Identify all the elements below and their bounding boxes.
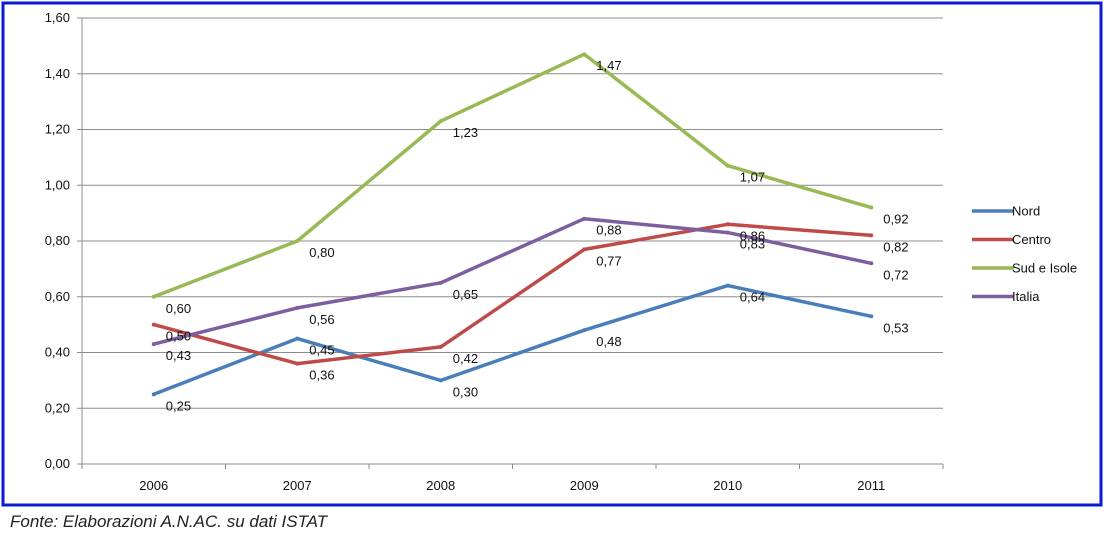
y-tick-label: 0,60 xyxy=(45,289,70,304)
data-label: 0,65 xyxy=(453,287,478,302)
data-point xyxy=(582,52,587,57)
series-line-nord xyxy=(153,283,872,396)
data-point xyxy=(295,239,300,243)
x-tick-label: 2007 xyxy=(283,478,312,493)
data-label: 1,23 xyxy=(453,125,478,140)
data-label: 0,25 xyxy=(166,398,191,413)
y-tick-label: 0,40 xyxy=(45,345,70,360)
data-label: 0,92 xyxy=(883,212,908,227)
source-note: Fonte: Elaborazioni A.N.AC. su dati ISTA… xyxy=(10,512,328,531)
data-label: 0,56 xyxy=(309,312,334,327)
legend: Nord Centro Sud e Isole Italia xyxy=(972,204,1077,304)
legend-label: Centro xyxy=(1012,232,1051,247)
y-tick-label: 1,60 xyxy=(45,10,70,25)
legend-label: Italia xyxy=(1012,289,1040,304)
data-point xyxy=(582,328,587,333)
y-tick-label: 1,40 xyxy=(45,66,70,81)
x-tick-label: 2008 xyxy=(426,478,455,493)
legend-label: Nord xyxy=(1012,204,1040,219)
data-label: 0,72 xyxy=(883,267,908,282)
data-label: 0,53 xyxy=(883,320,908,335)
grid-lines xyxy=(82,17,943,409)
data-label: 0,30 xyxy=(453,384,478,399)
data-label: 0,82 xyxy=(883,239,908,254)
data-point xyxy=(582,216,587,221)
data-point xyxy=(725,222,730,227)
data-label: 0,83 xyxy=(740,237,765,252)
data-point xyxy=(869,261,874,266)
data-point xyxy=(582,247,587,252)
series-line-sud-e-isole xyxy=(153,52,872,299)
data-point xyxy=(151,294,156,299)
y-tick-label: 0,20 xyxy=(45,400,70,415)
legend-label: Sud e Isole xyxy=(1012,261,1077,276)
data-label: 0,36 xyxy=(309,368,334,383)
series-line-italia xyxy=(153,216,872,346)
y-tick-label: 1,00 xyxy=(45,177,70,192)
data-point xyxy=(725,163,730,168)
data-point xyxy=(438,280,443,285)
data-labels: 0,25 0,45 0,30 0,48 0,64 0,53 0,50 0,36 0,42 0,77… xyxy=(166,58,909,413)
data-point xyxy=(725,230,730,235)
data-point xyxy=(295,336,300,341)
data-point xyxy=(725,283,730,288)
data-label: 0,60 xyxy=(166,301,191,316)
data-label: 1,47 xyxy=(596,58,621,73)
data-point xyxy=(151,392,156,397)
data-label: 0,50 xyxy=(166,329,191,344)
data-label: 0,77 xyxy=(596,253,621,268)
y-tick-label: 0,80 xyxy=(45,233,70,248)
data-point xyxy=(438,378,443,383)
data-point xyxy=(869,314,874,319)
data-label: 0,88 xyxy=(596,223,621,238)
axes xyxy=(77,17,944,469)
data-label: 0,43 xyxy=(166,348,191,363)
data-point xyxy=(438,119,443,124)
y-tick-label: 1,20 xyxy=(45,122,70,137)
x-tick-label: 2009 xyxy=(570,478,599,493)
data-label: 1,07 xyxy=(740,170,765,185)
data-point xyxy=(869,233,874,238)
data-label: 0,80 xyxy=(309,245,334,260)
x-tick-label: 2011 xyxy=(857,478,885,493)
data-point xyxy=(295,305,300,310)
data-point xyxy=(438,344,443,349)
y-tick-label: 0,00 xyxy=(45,456,70,471)
data-point xyxy=(295,361,300,366)
x-tick-labels: 2006 2007 2008 2009 2010 2011 xyxy=(139,478,885,493)
x-tick-label: 2010 xyxy=(713,478,742,493)
data-label: 0,64 xyxy=(740,290,765,305)
series-lines xyxy=(151,52,874,397)
y-tick-labels: 0,00 0,20 0,40 0,60 0,80 1,00 1,20 1,40 1,60 xyxy=(45,10,70,471)
data-label: 0,86 xyxy=(740,228,765,243)
data-label: 0,42 xyxy=(453,351,478,366)
data-point xyxy=(151,342,156,347)
series-line-centro xyxy=(153,222,872,366)
data-label: 0,45 xyxy=(309,343,334,358)
data-point xyxy=(151,322,156,327)
chart-border xyxy=(1,1,1103,507)
data-label: 0,48 xyxy=(596,334,621,349)
data-point xyxy=(869,205,874,210)
x-tick-label: 2006 xyxy=(139,478,168,493)
